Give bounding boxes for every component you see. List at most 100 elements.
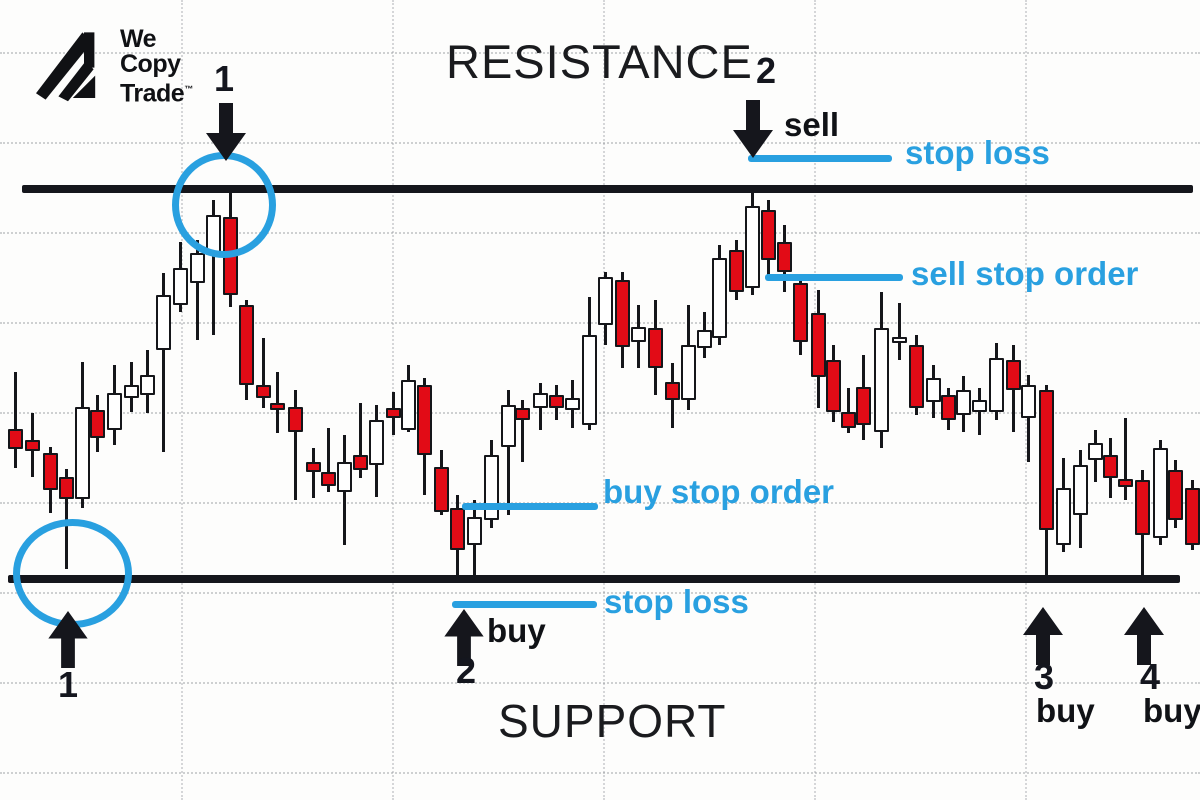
up-arrow-4-icon (1124, 607, 1164, 670)
candle-bullish (1021, 385, 1036, 418)
candle-bearish (1135, 480, 1150, 535)
stop-loss-line-bottom (452, 601, 597, 608)
candle-wick (312, 448, 315, 498)
candle-bearish (8, 429, 23, 449)
candle-bearish (1006, 360, 1021, 390)
candle-bearish (256, 385, 271, 398)
logo-line-copy: Copy (120, 50, 181, 78)
grid-column (814, 0, 816, 800)
candle-wick (847, 388, 850, 433)
candle-bullish (190, 253, 205, 283)
candle-bearish (615, 280, 630, 347)
candle-bearish (306, 462, 321, 472)
candle-bullish (598, 277, 613, 325)
grid-row (0, 502, 1200, 504)
candle-bullish (501, 405, 516, 447)
candle-bullish (1088, 443, 1103, 460)
support-line (8, 575, 1180, 583)
stop-loss-line-top (748, 155, 892, 162)
sell-stop-order-line (765, 274, 903, 281)
logo-line-we: We (120, 25, 157, 53)
candle-bullish (107, 393, 122, 430)
candle-wick (521, 400, 524, 462)
candle-bearish (841, 412, 856, 428)
grid-row (0, 682, 1200, 684)
sell-stop-order-label: sell stop order (911, 255, 1139, 292)
candle-bullish (1153, 448, 1168, 538)
candle-wick (898, 303, 901, 360)
candle-bearish (777, 242, 792, 272)
candle-bearish (909, 345, 924, 408)
candle-wick (294, 390, 297, 500)
candle-bearish (549, 395, 564, 408)
candle-bearish (386, 408, 401, 418)
buy-label-2: buy (487, 612, 546, 649)
candle-bearish (270, 403, 285, 410)
candle-wick (162, 273, 165, 452)
candle-bullish (533, 393, 548, 408)
candle-bullish (337, 462, 352, 492)
candle-bearish (826, 360, 841, 412)
grid-column (181, 0, 183, 800)
resistance-title: RESISTANCE (446, 35, 753, 88)
buy-label-4: buy (1143, 692, 1200, 729)
up-arrow-3-icon (1023, 607, 1063, 670)
grid-column (603, 0, 605, 800)
candle-bearish (417, 385, 432, 455)
candle-bullish (75, 407, 90, 499)
candle-bullish (467, 517, 482, 545)
candle-bullish (124, 385, 139, 398)
buy-label-3: buy (1036, 692, 1095, 729)
candle-wick (276, 372, 279, 433)
candle-bullish (582, 335, 597, 425)
candle-bearish (25, 440, 40, 451)
stop-loss-label-top: stop loss (905, 134, 1050, 171)
candle-bullish (631, 327, 646, 342)
candle-bearish (665, 382, 680, 400)
candle-bullish (972, 400, 987, 412)
candle-bearish (1185, 488, 1200, 545)
resistance-line (22, 185, 1193, 193)
down-arrow-1-icon (205, 103, 247, 166)
candle-bullish (401, 380, 416, 430)
logo-line-trade: Trade™ (120, 79, 193, 108)
marker-3-bottom: 3 (1034, 656, 1055, 697)
marker-1-top: 1 (214, 58, 235, 99)
candle-bullish (989, 358, 1004, 412)
candle-bearish (450, 508, 465, 550)
candle-bearish (288, 407, 303, 432)
stop-loss-label-bottom: stop loss (604, 583, 749, 620)
candle-bullish (697, 330, 712, 348)
candle-wick (1027, 375, 1030, 462)
candle-bullish (926, 378, 941, 402)
marker-4-bottom: 4 (1140, 656, 1161, 697)
candle-bullish (681, 345, 696, 400)
candle-bearish (761, 210, 776, 260)
candle-bearish (729, 250, 744, 292)
down-arrow-2-icon (733, 100, 773, 163)
candle-bullish (712, 258, 727, 338)
candle-bearish (434, 467, 449, 512)
grid-row (0, 52, 1200, 54)
grid-row (0, 772, 1200, 774)
buy-stop-order-line (462, 503, 598, 510)
candle-bearish (59, 477, 74, 499)
candle-bearish (941, 395, 956, 420)
up-arrow-2-icon (444, 609, 484, 671)
grid-row (0, 232, 1200, 234)
candle-bullish (1056, 488, 1071, 545)
up-arrow-1-icon (48, 611, 88, 673)
trademark-symbol: ™ (184, 84, 193, 94)
candle-bullish (173, 268, 188, 305)
candle-bullish (892, 337, 907, 343)
grid-row (0, 592, 1200, 594)
candle-bullish (1073, 465, 1088, 515)
candle-wick (359, 403, 362, 478)
candle-wick (212, 200, 215, 335)
candle-wick (196, 240, 199, 340)
marker-2-bottom: 2 (456, 650, 477, 691)
sell-label: sell (784, 106, 840, 143)
wecopytrade-logo-text: We Copy Trade™ (120, 27, 193, 106)
candle-bearish (1118, 479, 1133, 487)
